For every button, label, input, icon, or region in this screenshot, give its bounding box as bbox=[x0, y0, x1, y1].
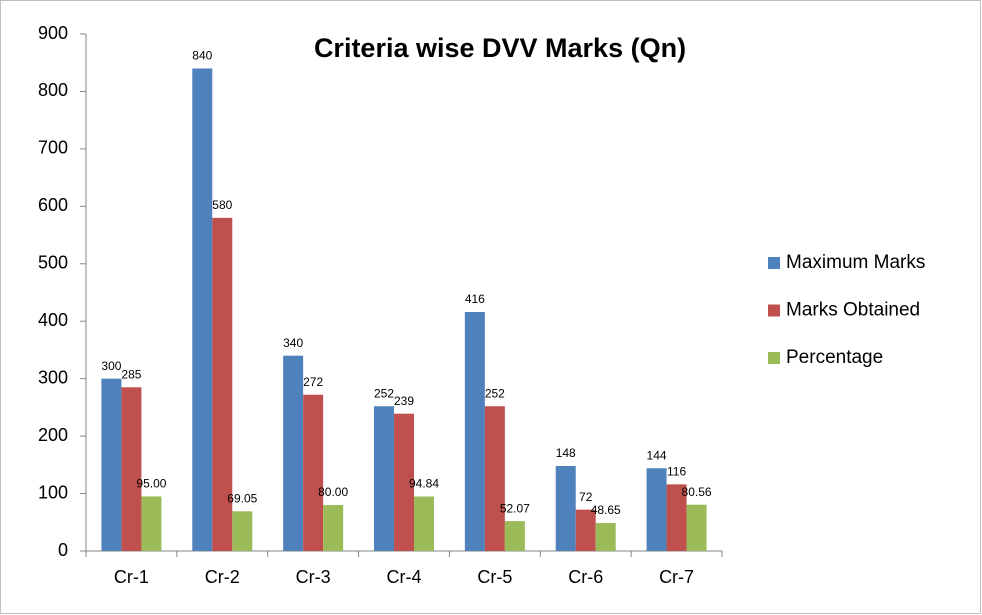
data-label: 48.65 bbox=[591, 503, 621, 517]
data-label: 580 bbox=[212, 198, 232, 212]
bar bbox=[141, 496, 162, 551]
data-label: 52.07 bbox=[500, 501, 530, 515]
data-label: 252 bbox=[374, 386, 394, 400]
data-label: 340 bbox=[283, 336, 303, 350]
legend-swatch bbox=[768, 352, 780, 364]
data-label: 239 bbox=[394, 394, 414, 408]
data-label: 80.00 bbox=[318, 485, 348, 499]
data-label: 95.00 bbox=[136, 477, 166, 491]
x-tick-label: Cr-2 bbox=[205, 567, 240, 587]
bar bbox=[394, 413, 414, 551]
bar bbox=[464, 312, 485, 551]
bar bbox=[646, 468, 667, 551]
y-tick-label: 400 bbox=[38, 310, 68, 330]
bar bbox=[374, 406, 394, 551]
bar bbox=[212, 217, 233, 552]
x-tick-label: Cr-3 bbox=[296, 567, 331, 587]
bar bbox=[595, 523, 616, 551]
data-label: 840 bbox=[192, 49, 212, 63]
y-tick-label: 500 bbox=[38, 253, 68, 273]
legend-swatch bbox=[768, 304, 780, 317]
x-tick-label: Cr-6 bbox=[568, 567, 603, 587]
bar bbox=[666, 484, 687, 551]
data-label: 285 bbox=[121, 367, 141, 381]
chart-title: Criteria wise DVV Marks (Qn) bbox=[314, 33, 686, 63]
bar bbox=[121, 387, 142, 551]
y-tick-label: 200 bbox=[38, 425, 68, 445]
bar bbox=[555, 465, 576, 551]
data-label: 80.56 bbox=[682, 485, 712, 499]
y-tick-label: 700 bbox=[38, 138, 68, 158]
data-label: 69.05 bbox=[227, 492, 257, 506]
y-tick-label: 800 bbox=[38, 80, 68, 100]
data-label: 144 bbox=[647, 448, 667, 462]
y-tick-label: 900 bbox=[38, 23, 68, 43]
legend-swatch bbox=[768, 257, 780, 269]
data-label: 94.84 bbox=[409, 477, 439, 491]
y-tick-label: 300 bbox=[38, 367, 68, 387]
bar bbox=[303, 394, 324, 551]
bar bbox=[232, 511, 253, 551]
bar bbox=[283, 355, 304, 551]
x-tick-label: Cr-4 bbox=[387, 567, 422, 587]
y-tick-label: 600 bbox=[38, 195, 68, 215]
data-label: 148 bbox=[556, 446, 576, 460]
data-label: 72 bbox=[579, 490, 593, 504]
legend-label: Marks Obtained bbox=[786, 300, 920, 321]
data-label: 300 bbox=[101, 359, 121, 373]
x-tick-label: Cr-1 bbox=[114, 567, 149, 587]
bar bbox=[686, 504, 707, 551]
bar bbox=[101, 378, 122, 551]
bar bbox=[575, 509, 596, 551]
data-label: 416 bbox=[465, 292, 485, 306]
x-tick-label: Cr-5 bbox=[477, 567, 512, 587]
bar bbox=[192, 68, 213, 551]
bar bbox=[504, 521, 525, 551]
data-label: 272 bbox=[303, 375, 323, 389]
x-tick-label: Cr-7 bbox=[659, 567, 694, 587]
bar bbox=[323, 505, 344, 551]
data-label: 116 bbox=[667, 465, 686, 479]
data-label: 252 bbox=[485, 386, 505, 400]
bar bbox=[484, 406, 505, 551]
y-tick-label: 0 bbox=[58, 540, 68, 560]
y-tick-label: 100 bbox=[38, 482, 68, 502]
legend-label: Maximum Marks bbox=[786, 252, 925, 273]
bar bbox=[414, 496, 434, 551]
legend-label: Percentage bbox=[786, 347, 883, 368]
